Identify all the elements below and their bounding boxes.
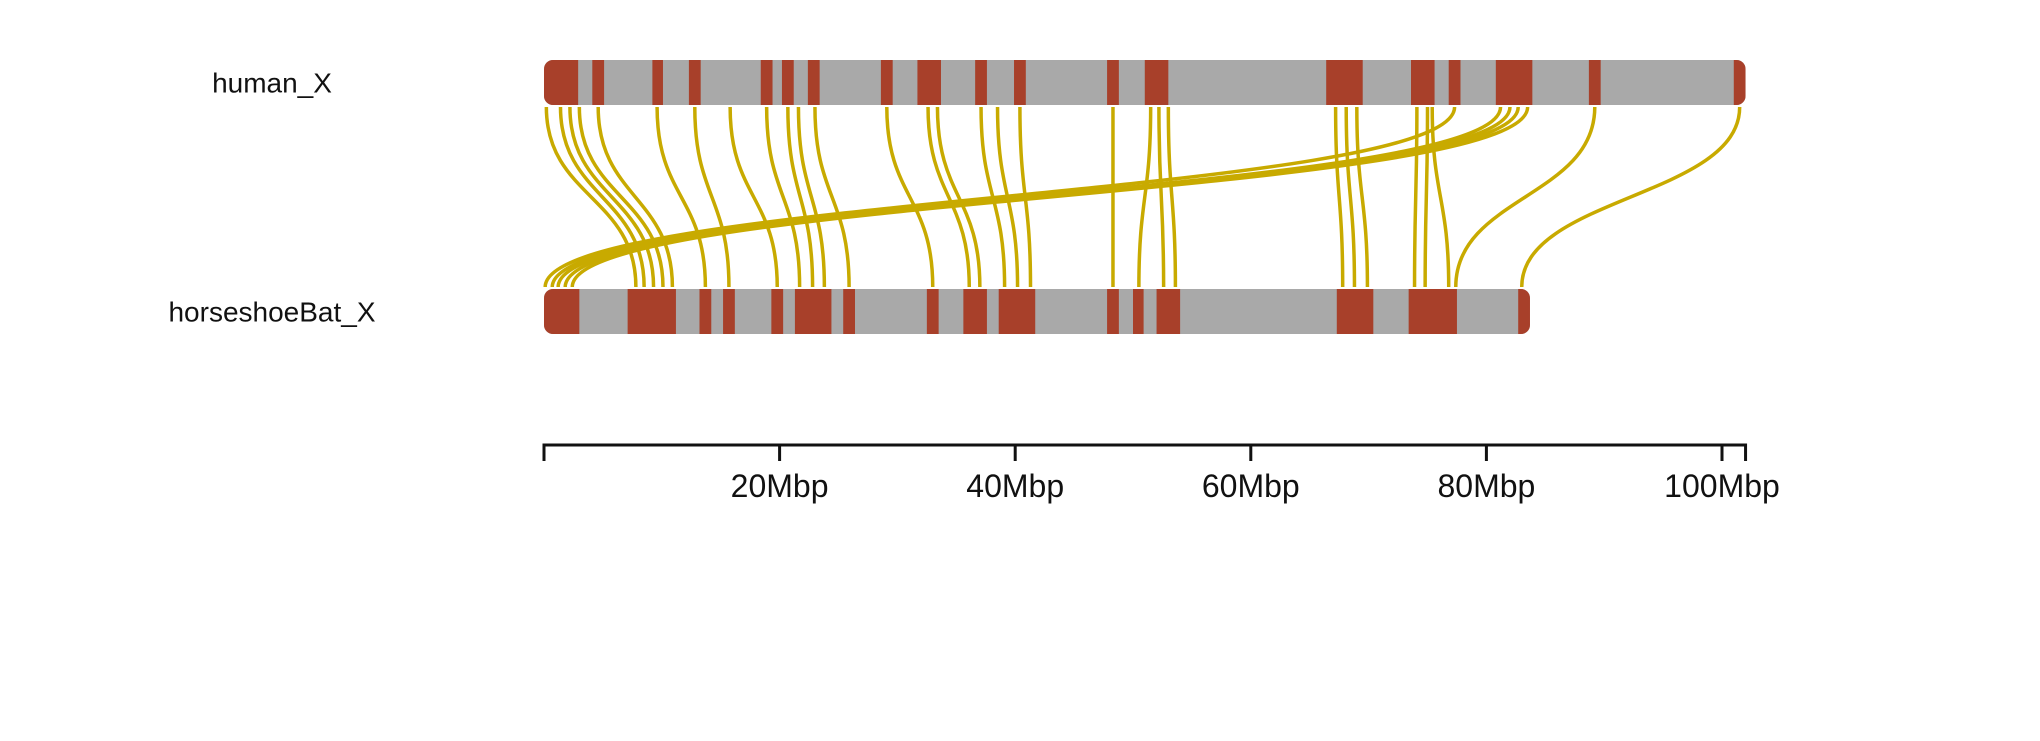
highlight-block [652, 60, 663, 105]
highlight-block [843, 289, 855, 334]
synteny-link-14 [935, 106, 982, 288]
highlight-block [699, 289, 712, 334]
synteny-link-27 [1430, 106, 1451, 288]
axis-tick-label: 60Mbp [1202, 468, 1300, 504]
synteny-link-12 [885, 106, 935, 288]
highlight-block [963, 289, 987, 334]
synteny-link-26 [1423, 106, 1430, 288]
synteny-link-7 [728, 106, 779, 288]
highlight-block [807, 60, 820, 105]
highlight-block [627, 289, 676, 334]
chromosome-0 [544, 60, 1746, 105]
axis-tick-label: 20Mbp [731, 468, 829, 504]
highlight-block [592, 60, 605, 105]
synteny-link-8 [764, 106, 802, 288]
highlight-block [544, 60, 579, 105]
synteny-link-33 [1454, 106, 1597, 288]
highlight-block [926, 289, 939, 334]
highlight-block [1107, 289, 1119, 334]
highlight-block [1133, 289, 1144, 334]
chromosomes [544, 60, 1746, 334]
highlight-block [998, 289, 1036, 334]
synteny-link-1 [558, 106, 646, 288]
synteny-link-2 [568, 106, 656, 288]
synteny-link-3 [577, 106, 665, 288]
highlight-block [1156, 289, 1181, 334]
highlight-block [1336, 289, 1374, 334]
highlight-block [1144, 60, 1169, 105]
synteny-link-23 [1344, 106, 1357, 288]
highlight-block [1495, 60, 1533, 105]
highlight-block [917, 60, 941, 105]
highlight-block [1448, 60, 1461, 105]
highlight-block [723, 289, 735, 334]
highlight-block [1518, 289, 1530, 334]
highlight-block [760, 60, 773, 105]
synteny-link-19 [1137, 106, 1153, 288]
synteny-link-20 [1157, 106, 1166, 288]
synteny-link-32 [570, 106, 1530, 288]
synteny-link-28 [543, 106, 1457, 288]
synteny-link-21 [1166, 106, 1178, 288]
axis-tick-label: 100Mbp [1664, 468, 1780, 504]
synteny-link-25 [1412, 106, 1419, 288]
synteny-links [543, 106, 1742, 288]
highlight-block [1014, 60, 1026, 105]
highlight-block [688, 60, 701, 105]
synteny-link-10 [796, 106, 827, 288]
highlight-block [1408, 289, 1457, 334]
synteny-link-24 [1355, 106, 1370, 288]
synteny-link-6 [693, 106, 731, 288]
highlight-block [544, 289, 580, 334]
highlight-block [1326, 60, 1363, 105]
chromosome-label-horseshoebat-x: horseshoeBat_X [168, 297, 375, 328]
chromosome-label-human-x: human_X [212, 68, 332, 99]
synteny-link-0 [544, 106, 638, 288]
highlight-block [975, 60, 987, 105]
synteny-link-13 [926, 106, 972, 288]
highlight-block [1107, 60, 1119, 105]
highlight-block [880, 60, 893, 105]
synteny-link-5 [655, 106, 708, 288]
chromosome-labels: human_X horseshoeBat_X [168, 68, 375, 328]
axis-tick-label: 80Mbp [1437, 468, 1535, 504]
synteny-link-4 [596, 106, 675, 288]
chromosome-bar [544, 289, 1530, 334]
synteny-link-34 [1519, 106, 1742, 288]
chromosome-1 [544, 289, 1530, 334]
synteny-link-22 [1333, 106, 1345, 288]
highlight-block [1411, 60, 1435, 105]
synteny-link-9 [786, 106, 815, 288]
highlight-block [1733, 60, 1746, 105]
highlight-block [794, 289, 832, 334]
highlight-block [771, 289, 784, 334]
highlight-block [1588, 60, 1601, 105]
synteny-link-11 [813, 106, 851, 288]
scale-axis: 20Mbp 40Mbp 60Mbp 80Mbp 100Mbp [542, 443, 1780, 504]
highlight-block [781, 60, 794, 105]
axis-tick-label: 40Mbp [966, 468, 1064, 504]
